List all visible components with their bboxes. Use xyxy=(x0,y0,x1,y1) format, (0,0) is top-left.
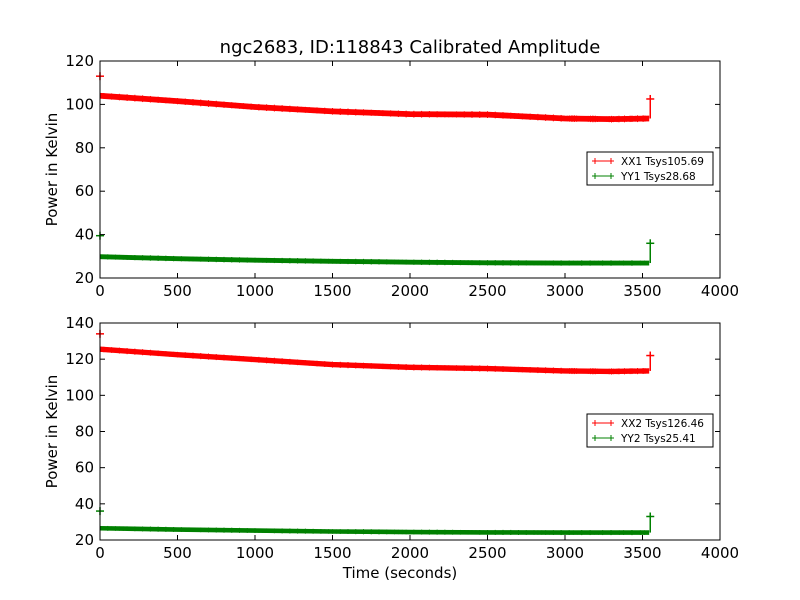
x-tick-label: 4000 xyxy=(701,544,739,562)
y-axis-label: Power in Kelvin xyxy=(43,113,61,227)
x-tick-label: 3500 xyxy=(623,282,661,300)
x-tick-label: 1500 xyxy=(313,544,351,562)
series-band xyxy=(99,254,650,266)
x-tick-label: 0 xyxy=(95,544,105,562)
series-1 xyxy=(96,72,655,123)
legend-label: XX2 Tsys126.46 xyxy=(621,418,704,430)
x-tick-label: 2000 xyxy=(391,282,429,300)
y-tick-label: 40 xyxy=(75,226,94,244)
x-tick-label: 2500 xyxy=(468,282,506,300)
x-tick-label: 0 xyxy=(95,282,105,300)
y-tick-label: 100 xyxy=(65,386,94,404)
legend-label: XX1 Tsys105.69 xyxy=(621,156,704,168)
charts: 0 500 1000 1500 2000 2500 3000 3500 400020406080… xyxy=(43,52,739,582)
chart-title: ngc2683, ID:118843 Calibrated Amplitude xyxy=(220,37,601,58)
y-tick-label: 120 xyxy=(65,52,94,70)
legend: XX1 Tsys105.69 YY1 Tsys28.68 xyxy=(586,151,714,186)
y-tick-label: 20 xyxy=(75,269,94,287)
x-tick-label: 1500 xyxy=(313,282,351,300)
x-axis-label: Time (seconds) xyxy=(342,564,458,582)
series-2 xyxy=(96,507,655,536)
x-tick-label: 1000 xyxy=(236,282,274,300)
legend-box xyxy=(586,151,714,186)
x-tick-label: 1000 xyxy=(236,544,274,562)
y-tick-label: 60 xyxy=(75,459,94,477)
x-tick-label: 2000 xyxy=(391,544,429,562)
y-tick-label: 40 xyxy=(75,495,94,513)
legend-label: YY2 Tsys25.41 xyxy=(620,433,696,445)
x-tick-label: 2500 xyxy=(468,544,506,562)
subplot-2: 0 500 1000 1500 2000 2500 3000 3500 4000 20 40 60 80… xyxy=(43,314,739,582)
y-tick-label: 80 xyxy=(75,423,94,441)
x-tick-label: 3000 xyxy=(546,282,584,300)
y-tick-label: 140 xyxy=(65,314,94,332)
y-tick-label: 60 xyxy=(75,182,94,200)
x-tick-label: 3500 xyxy=(623,544,661,562)
y-tick-label: 80 xyxy=(75,139,94,157)
series-band xyxy=(99,525,650,535)
y-tick-label: 100 xyxy=(65,95,94,113)
series-2 xyxy=(96,231,655,266)
x-tick-label: 4000 xyxy=(701,282,739,300)
x-tick-label: 500 xyxy=(163,282,192,300)
legend-box xyxy=(586,413,714,448)
legend: XX2 Tsys126.46 YY2 Tsys25.41 xyxy=(586,413,714,448)
y-tick-label: 20 xyxy=(75,531,94,549)
legend-label: YY1 Tsys28.68 xyxy=(620,171,696,183)
x-tick-label: 500 xyxy=(163,544,192,562)
y-tick-label: 120 xyxy=(65,350,94,368)
subplot-1: 0 500 1000 1500 2000 2500 3000 3500 4000 20 40 60 80… xyxy=(43,52,739,300)
y-axis-label: Power in Kelvin xyxy=(43,375,61,489)
x-tick-label: 3000 xyxy=(546,544,584,562)
